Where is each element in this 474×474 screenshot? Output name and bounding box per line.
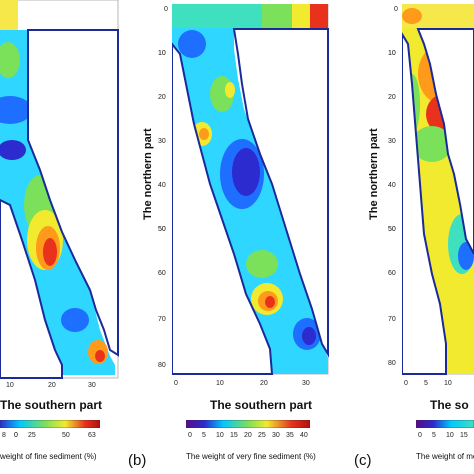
colorbar-tick: 5 (202, 432, 206, 439)
y-tick: 40 (158, 182, 166, 189)
panel-b-colorbar (186, 420, 310, 428)
x-axis-label: The so (430, 398, 469, 412)
colorbar-tick: 35 (286, 432, 294, 439)
y-tick: 60 (388, 270, 396, 277)
y-tick: 0 (394, 6, 398, 13)
y-tick: 80 (158, 362, 166, 369)
colorbar-tick: 30 (272, 432, 280, 439)
panel-c-contour-map (402, 4, 474, 375)
colorbar-tick: 15 (230, 432, 238, 439)
x-tick: 5 (424, 380, 428, 387)
colorbar-title: The weight of med (416, 452, 474, 461)
colorbar-tick: 20 (244, 432, 252, 439)
y-tick: 80 (388, 360, 396, 367)
colorbar-tick: 15 (460, 432, 468, 439)
y-tick: 20 (158, 94, 166, 101)
y-tick: 50 (158, 226, 166, 233)
y-tick: 40 (388, 182, 396, 189)
panel-a: 10 20 30 The southern part 8 25 50 63 we… (0, 0, 125, 474)
y-axis-label: The northern part (142, 128, 154, 220)
colorbar-tick: 0 (188, 432, 192, 439)
panel-c-colorbar (416, 420, 474, 428)
y-tick: 30 (388, 138, 396, 145)
y-tick: 20 (388, 94, 396, 101)
panel-a-colorbar (0, 420, 100, 428)
y-tick: 30 (158, 138, 166, 145)
x-tick: 10 (6, 382, 14, 389)
y-tick: 10 (158, 50, 166, 57)
colorbar-tick: 5 (432, 432, 436, 439)
x-axis-label: The southern part (210, 398, 313, 412)
y-tick: 10 (388, 50, 396, 57)
colorbar-tick: 10 (446, 432, 454, 439)
colorbar-tick: 0 (418, 432, 422, 439)
colorbar-tick: 25 (258, 432, 266, 439)
x-tick: 10 (216, 380, 224, 387)
y-tick: 0 (164, 6, 168, 13)
colorbar-tick: 8 (2, 432, 6, 439)
x-axis-label: The southern part (0, 398, 103, 412)
colorbar-tick: 50 (62, 432, 70, 439)
x-tick: 10 (444, 380, 452, 387)
panel-a-contour-map (0, 0, 119, 379)
colorbar-tick: 25 (28, 432, 36, 439)
panel-b-contour-map (172, 4, 329, 375)
y-tick: 70 (158, 316, 166, 323)
panel-letter-c: (c) (354, 452, 372, 469)
x-tick: 0 (174, 380, 178, 387)
x-tick: 30 (302, 380, 310, 387)
y-tick: 70 (388, 316, 396, 323)
colorbar-title: weight of fine sediment (%) (0, 452, 97, 461)
colorbar-tick: 63 (88, 432, 96, 439)
y-tick: 50 (388, 226, 396, 233)
colorbar-tick: 10 (216, 432, 224, 439)
colorbar-tick: 40 (300, 432, 308, 439)
colorbar-title: The weight of very fine sediment (%) (186, 452, 316, 461)
x-tick: 20 (260, 380, 268, 387)
panel-c: The northern part 0 20 30 40 60 70 80 0 … (364, 0, 474, 474)
x-tick: 30 (88, 382, 96, 389)
panel-b: The northern part 0 20 30 40 60 70 80 0 … (140, 0, 340, 474)
y-axis-label: The northern part (368, 128, 380, 220)
x-tick: 20 (48, 382, 56, 389)
x-tick: 0 (404, 380, 408, 387)
colorbar-tick: 0 (14, 432, 18, 439)
y-tick: 60 (158, 270, 166, 277)
panel-letter-b: (b) (128, 452, 147, 469)
